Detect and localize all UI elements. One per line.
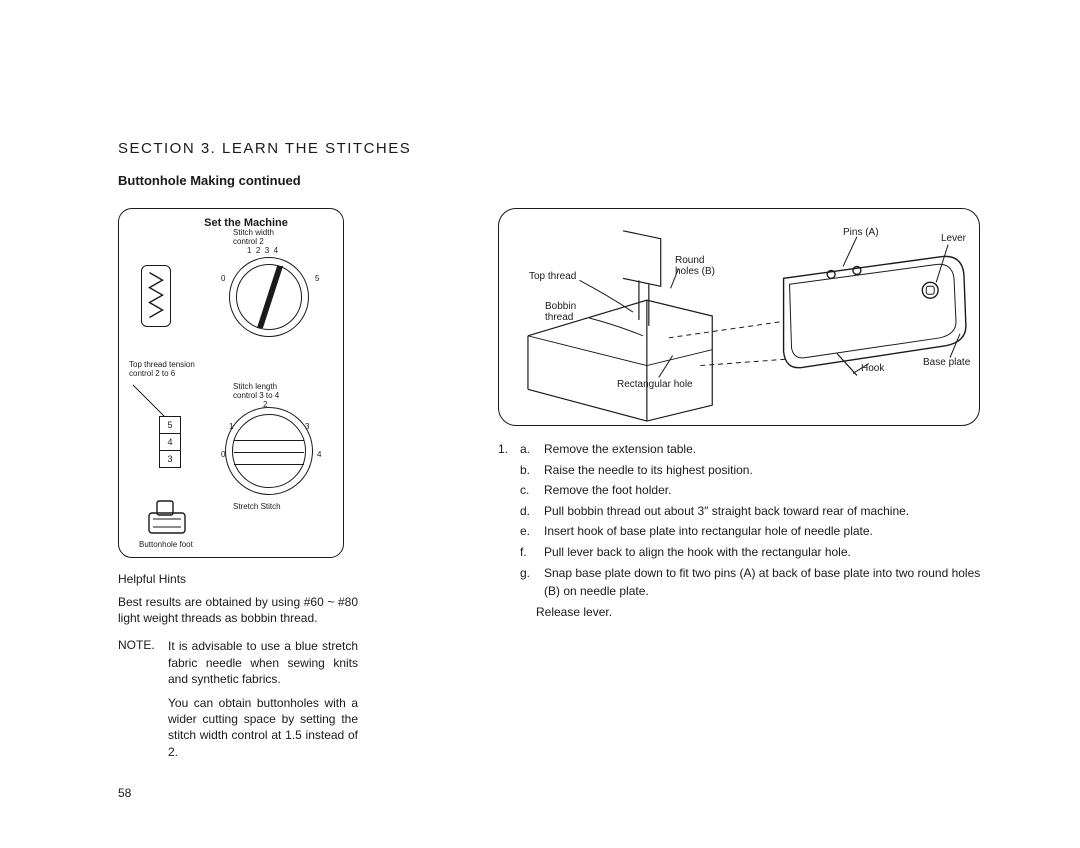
label-rect-hole: Rectangular hole bbox=[617, 379, 693, 390]
zigzag-stitch-icon bbox=[141, 265, 171, 327]
label-pins: Pins (A) bbox=[843, 227, 879, 238]
diagram-box: Top thread Bobbin thread Round holes (B)… bbox=[498, 208, 980, 426]
subtitle: Buttonhole Making continued bbox=[118, 173, 1044, 188]
helpful-hints-body: Best results are obtained by using #60 ~… bbox=[118, 594, 358, 626]
label-base-plate: Base plate bbox=[923, 357, 970, 368]
note-label: NOTE. bbox=[118, 638, 160, 759]
stretch-label: Stretch Stitch bbox=[233, 503, 281, 512]
stitch-width-dial-icon bbox=[229, 257, 309, 337]
right-column: Top thread Bobbin thread Round holes (B)… bbox=[498, 208, 988, 800]
stitch-length-label: Stitch length control 3 to 4 bbox=[233, 383, 279, 401]
label-top-thread: Top thread bbox=[529, 271, 576, 282]
manual-page: SECTION 3. LEARN THE STITCHES Buttonhole… bbox=[118, 140, 1044, 800]
label-round-holes: Round holes (B) bbox=[675, 255, 715, 277]
two-columns: Set the Machine Stitch width control 2 1… bbox=[118, 208, 1044, 800]
buttonhole-foot-icon bbox=[145, 495, 189, 539]
step-number: 1. bbox=[498, 440, 512, 459]
left-column: Set the Machine Stitch width control 2 1… bbox=[118, 208, 358, 800]
section-title: SECTION 3. LEARN THE STITCHES bbox=[118, 140, 1044, 157]
label-hook: Hook bbox=[861, 363, 884, 374]
release-lever-text: Release lever. bbox=[536, 603, 988, 622]
buttonhole-foot-label: Buttonhole foot bbox=[139, 541, 193, 550]
steps-list: 1.a.Remove the extension table. b.Raise … bbox=[498, 440, 988, 621]
helpful-hints-title: Helpful Hints bbox=[118, 572, 358, 586]
tension-label: Top thread tension control 2 to 6 bbox=[129, 361, 195, 379]
tension-indicator-icon: 5 4 3 bbox=[159, 417, 187, 468]
note-block: NOTE. It is advisable to use a blue stre… bbox=[118, 638, 358, 759]
set-machine-title: Set the Machine bbox=[129, 217, 333, 229]
label-bobbin-thread: Bobbin thread bbox=[545, 301, 576, 323]
stitch-width-label: Stitch width control 2 bbox=[233, 229, 274, 247]
label-lever: Lever bbox=[941, 233, 966, 244]
page-number: 58 bbox=[118, 786, 358, 800]
leader-line-icon bbox=[131, 383, 171, 419]
note-body: It is advisable to use a blue stretch fa… bbox=[168, 638, 358, 759]
set-machine-box: Set the Machine Stitch width control 2 1… bbox=[118, 208, 344, 558]
stitch-length-dial-icon bbox=[225, 407, 313, 495]
